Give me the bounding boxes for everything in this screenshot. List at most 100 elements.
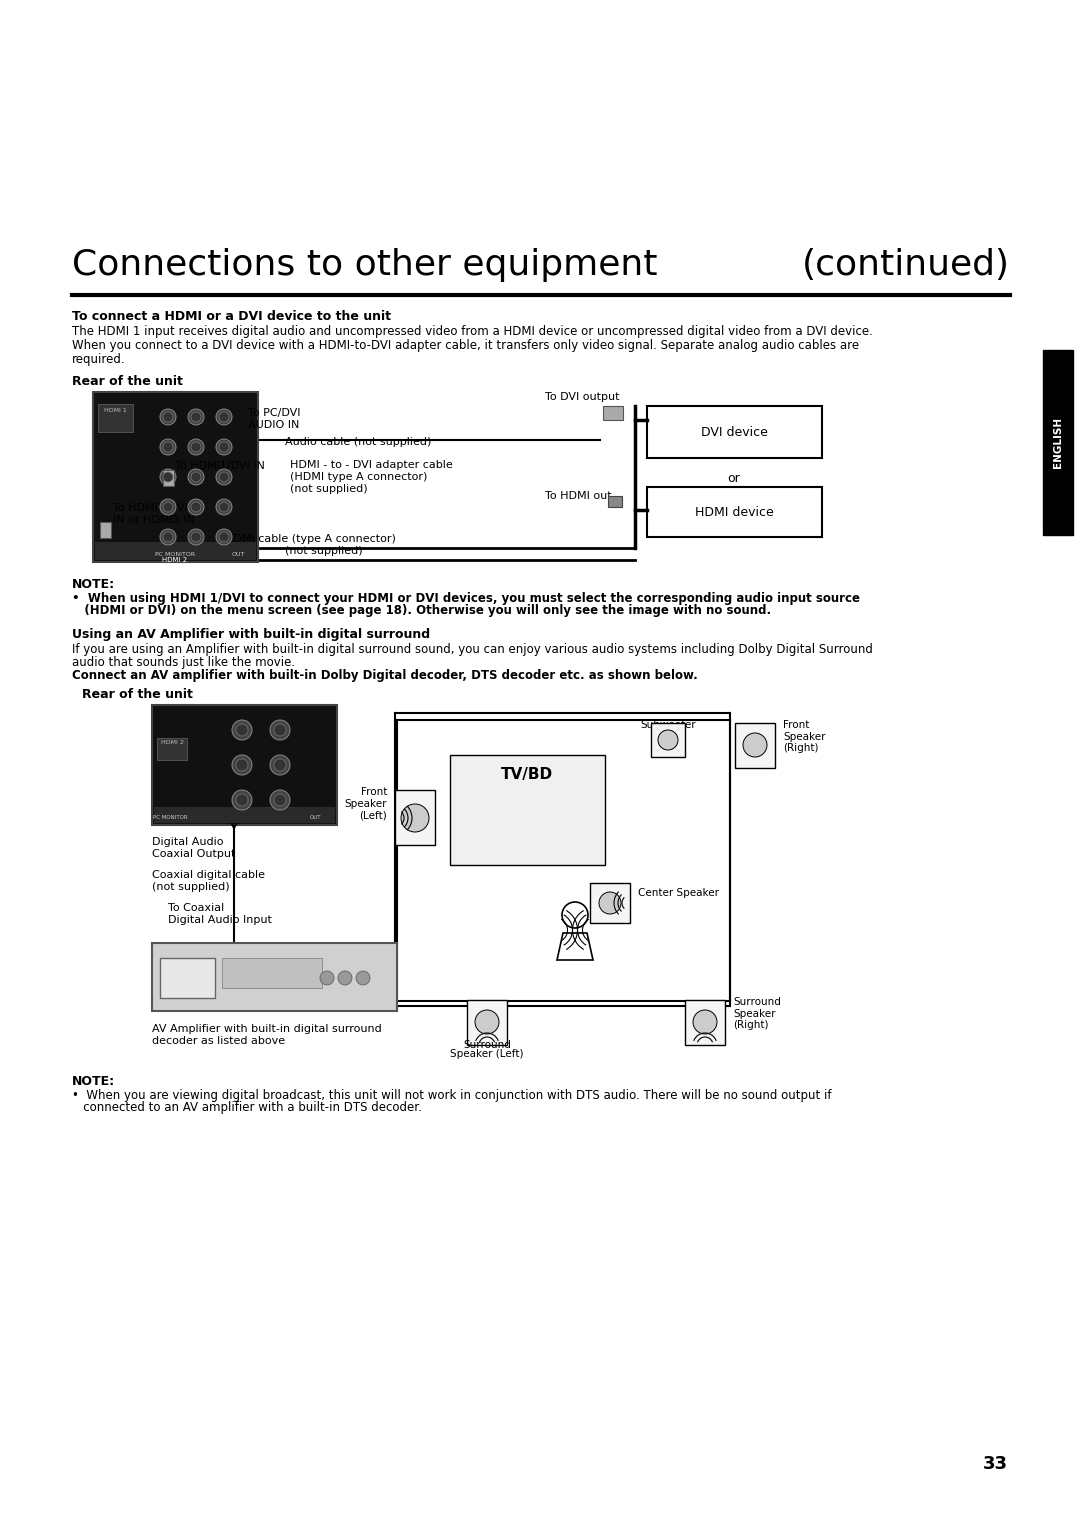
Circle shape (160, 469, 176, 484)
Text: Speaker: Speaker (345, 799, 387, 808)
Circle shape (599, 892, 621, 914)
Bar (160, 958, 215, 998)
Circle shape (188, 469, 204, 484)
Circle shape (188, 410, 204, 425)
Bar (98, 403, 133, 432)
Text: Front: Front (361, 787, 387, 798)
Bar (608, 497, 622, 507)
Text: OUT: OUT (309, 814, 321, 821)
Text: Subwoofer: Subwoofer (640, 720, 696, 730)
Text: Surround: Surround (733, 996, 781, 1007)
Circle shape (160, 500, 176, 515)
Text: NOTE:: NOTE: (72, 1076, 116, 1088)
Text: (HDMI or DVI) on the menu screen (see page 18). Otherwise you will only see the : (HDMI or DVI) on the menu screen (see pa… (72, 604, 771, 617)
Text: Connections to other equipment: Connections to other equipment (72, 248, 658, 283)
Text: To DVI output: To DVI output (545, 393, 620, 402)
Text: OUT: OUT (231, 552, 245, 558)
Text: PC MONITOR: PC MONITOR (154, 552, 195, 558)
Circle shape (320, 970, 334, 986)
Circle shape (191, 472, 201, 481)
Bar (100, 523, 111, 538)
Text: (not supplied): (not supplied) (152, 882, 230, 892)
Text: To HDMI out: To HDMI out (545, 490, 611, 501)
Circle shape (191, 503, 201, 512)
Text: Digital Audio Input: Digital Audio Input (168, 915, 272, 924)
Bar (685, 999, 725, 1045)
Circle shape (743, 733, 767, 756)
Circle shape (237, 759, 248, 772)
Text: (not supplied): (not supplied) (291, 484, 367, 494)
Circle shape (237, 795, 248, 805)
Circle shape (216, 529, 232, 545)
Bar (163, 471, 174, 486)
Text: •  When you are viewing digital broadcast, this unit will not work in conjunctio: • When you are viewing digital broadcast… (72, 1089, 832, 1102)
Circle shape (658, 730, 678, 750)
Circle shape (338, 970, 352, 986)
Bar (152, 943, 397, 1012)
Circle shape (219, 442, 229, 452)
Bar (95, 542, 256, 559)
Text: To Coaxial: To Coaxial (168, 903, 225, 914)
Text: HDMI 1: HDMI 1 (104, 408, 126, 413)
Text: Center Speaker: Center Speaker (638, 888, 719, 898)
Circle shape (191, 413, 201, 422)
Text: Coaxial Output: Coaxial Output (152, 850, 235, 859)
Circle shape (693, 1010, 717, 1034)
Circle shape (232, 790, 252, 810)
Text: Digital Audio: Digital Audio (152, 837, 224, 847)
Text: (not supplied): (not supplied) (285, 545, 363, 556)
Text: AV Amplifier with built-in digital surround: AV Amplifier with built-in digital surro… (152, 1024, 381, 1034)
Text: IN or HDMI2 IN: IN or HDMI2 IN (113, 515, 195, 526)
Text: 33: 33 (983, 1455, 1008, 1473)
Text: DVI device: DVI device (701, 425, 768, 439)
Text: (HDMI type A connector): (HDMI type A connector) (291, 472, 428, 481)
Circle shape (216, 500, 232, 515)
Circle shape (274, 795, 286, 805)
Bar (93, 393, 258, 562)
Circle shape (188, 529, 204, 545)
Text: (continued): (continued) (802, 248, 1010, 283)
Circle shape (219, 413, 229, 422)
Circle shape (216, 410, 232, 425)
Bar (1043, 350, 1074, 535)
Text: AUDIO IN: AUDIO IN (248, 420, 299, 429)
Text: ENGLISH: ENGLISH (1053, 417, 1063, 468)
Circle shape (163, 472, 173, 481)
Text: (Left): (Left) (360, 810, 387, 821)
Text: Connect an AV amplifier with built-in Dolby Digital decoder, DTS decoder etc. as: Connect an AV amplifier with built-in Do… (72, 669, 698, 681)
Text: To HDMI1/DVI IN: To HDMI1/DVI IN (175, 461, 265, 471)
Circle shape (219, 503, 229, 512)
Bar (222, 958, 322, 989)
Text: •  When using HDMI 1/DVI to connect your HDMI or DVI devices, you must select th: • When using HDMI 1/DVI to connect your … (72, 591, 860, 605)
Bar (450, 755, 605, 865)
Circle shape (237, 724, 248, 736)
Circle shape (160, 529, 176, 545)
Bar (735, 723, 775, 769)
Text: required.: required. (72, 353, 125, 367)
Text: decoder as listed above: decoder as listed above (152, 1036, 285, 1047)
Circle shape (191, 442, 201, 452)
Text: HDMI 2: HDMI 2 (162, 558, 188, 562)
Circle shape (232, 720, 252, 740)
Circle shape (274, 759, 286, 772)
Text: audio that sounds just like the movie.: audio that sounds just like the movie. (72, 656, 295, 669)
Circle shape (270, 790, 291, 810)
Text: To HDMI1/DVI: To HDMI1/DVI (113, 503, 188, 513)
Text: PC MONITOR: PC MONITOR (152, 814, 187, 821)
Text: To connect a HDMI or a DVI device to the unit: To connect a HDMI or a DVI device to the… (72, 310, 391, 322)
Circle shape (219, 532, 229, 542)
Text: HDMI cable (type A connector): HDMI cable (type A connector) (225, 533, 396, 544)
Text: Audio cable (not supplied): Audio cable (not supplied) (285, 437, 431, 448)
Circle shape (270, 720, 291, 740)
Text: When you connect to a DVI device with a HDMI-to-DVI adapter cable, it transfers : When you connect to a DVI device with a … (72, 339, 859, 351)
Bar (647, 406, 822, 458)
Text: HDMI 2: HDMI 2 (161, 740, 184, 746)
Circle shape (216, 469, 232, 484)
Circle shape (274, 724, 286, 736)
Circle shape (188, 500, 204, 515)
Circle shape (163, 442, 173, 452)
Bar (154, 807, 335, 824)
Circle shape (163, 532, 173, 542)
Text: Surround: Surround (463, 1041, 511, 1050)
Text: The HDMI 1 input receives digital audio and uncompressed video from a HDMI devic: The HDMI 1 input receives digital audio … (72, 325, 873, 338)
